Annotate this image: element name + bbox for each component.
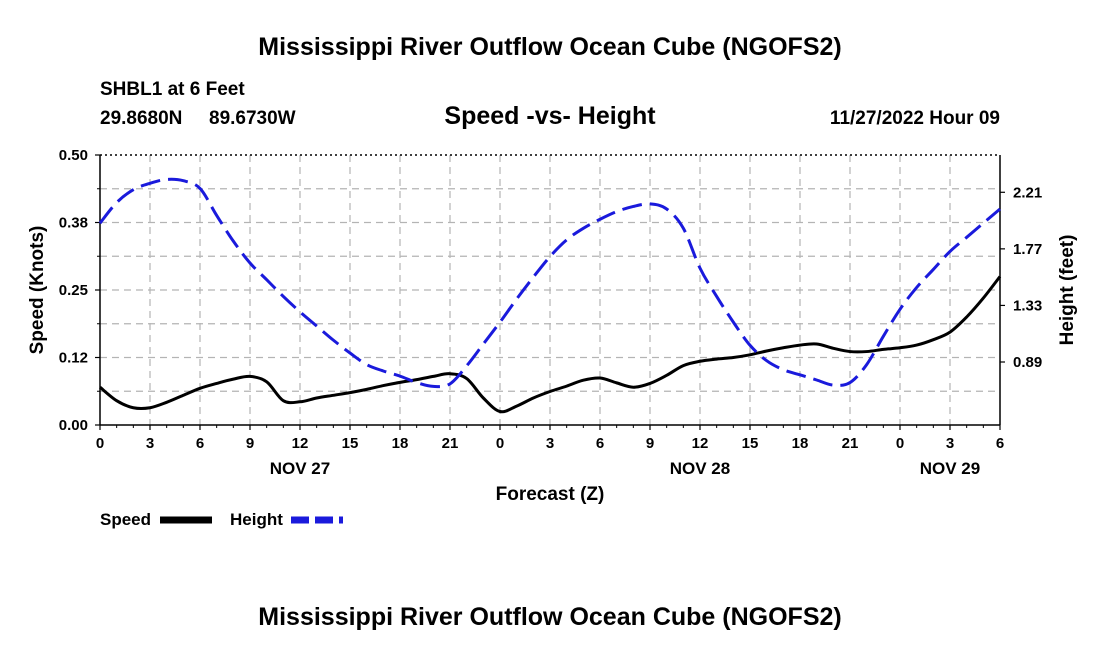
main-title: Mississippi River Outflow Ocean Cube (NG… bbox=[258, 33, 841, 61]
x-tick-label: 15 bbox=[342, 435, 359, 452]
y2-tick-label: 0.89 bbox=[1013, 354, 1042, 371]
height-series-line bbox=[98, 177, 1001, 389]
day-label: NOV 29 bbox=[920, 459, 980, 478]
x-tick-label: 0 bbox=[496, 435, 504, 452]
speed-series-line bbox=[99, 275, 1002, 414]
x-tick-label: 12 bbox=[292, 435, 309, 452]
x-tick-label: 18 bbox=[392, 435, 409, 452]
x-tick-label: 3 bbox=[546, 435, 554, 452]
y-tick-label: 0.38 bbox=[59, 215, 88, 232]
x-tick-label: 6 bbox=[996, 435, 1004, 452]
x-tick-label: 9 bbox=[646, 435, 654, 452]
station-lon: 89.6730W bbox=[209, 108, 296, 129]
x-tick-label: 9 bbox=[246, 435, 254, 452]
station-lat: 29.8680N bbox=[100, 108, 182, 129]
legend-speed-label: Speed bbox=[100, 510, 151, 529]
y2-tick-label: 1.33 bbox=[1013, 297, 1042, 314]
y-tick-label: 0.50 bbox=[59, 147, 88, 164]
y-axis-label: Speed (Knots) bbox=[27, 226, 48, 355]
y2-tick-label: 2.21 bbox=[1013, 184, 1042, 201]
station-name: SHBL1 at 6 Feet bbox=[100, 79, 245, 100]
day-label: NOV 27 bbox=[270, 459, 330, 478]
footer-title: Mississippi River Outflow Ocean Cube (NG… bbox=[258, 603, 841, 631]
y2-axis-label: Height (feet) bbox=[1057, 235, 1078, 346]
legend: Speed Height bbox=[100, 510, 343, 529]
x-tick-label: 3 bbox=[946, 435, 954, 452]
y-tick-label: 0.25 bbox=[59, 282, 88, 299]
x-tick-label: 6 bbox=[596, 435, 604, 452]
forecast-timestamp: 11/27/2022 Hour 09 bbox=[830, 108, 1000, 129]
x-tick-label: 18 bbox=[792, 435, 809, 452]
plot-area: 0 3 6 9 12 15 18 21 0 3 6 9 12 15 18 21 0 3 6 0.00 0.12 0.25 0… bbox=[59, 147, 1042, 478]
y2-tick-label: 1.77 bbox=[1013, 241, 1042, 258]
x-tick-label: 21 bbox=[442, 435, 459, 452]
x-tick-label: 21 bbox=[842, 435, 859, 452]
legend-height-label: Height bbox=[230, 510, 283, 529]
x-tick-label: 12 bbox=[692, 435, 709, 452]
x-tick-label: 3 bbox=[146, 435, 154, 452]
y-tick-label: 0.12 bbox=[59, 350, 88, 367]
day-label: NOV 28 bbox=[670, 459, 730, 478]
x-tick-label: 0 bbox=[96, 435, 104, 452]
x-tick-label: 0 bbox=[896, 435, 904, 452]
x-tick-label: 6 bbox=[196, 435, 204, 452]
x-axis-label: Forecast (Z) bbox=[496, 484, 605, 505]
y-tick-label: 0.00 bbox=[59, 417, 88, 434]
x-tick-label: 15 bbox=[742, 435, 759, 452]
chart-subtitle: Speed -vs- Height bbox=[444, 102, 656, 130]
